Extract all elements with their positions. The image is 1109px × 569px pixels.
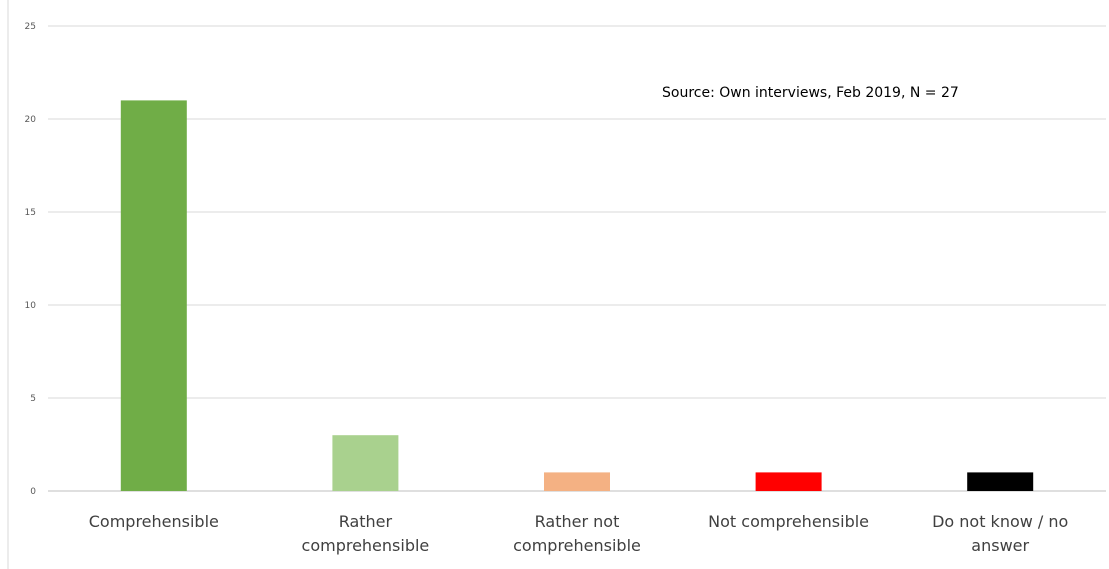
x-tick-label-line: answer	[971, 536, 1029, 555]
y-tick-label: 20	[25, 115, 37, 125]
bar	[967, 472, 1034, 491]
bar	[544, 472, 610, 491]
source-annotation: Source: Own interviews, Feb 2019, N = 27	[662, 85, 959, 101]
x-axis-ticks: Comprehensible Rather comprehensibleRather…	[89, 512, 1069, 555]
y-tick-label: 0	[30, 487, 36, 497]
y-tick-label: 5	[30, 394, 36, 404]
x-tick-label: Rather not comprehensible	[513, 512, 641, 555]
x-tick-label-line: Not comprehensible	[708, 512, 869, 531]
x-tick-label: Do not know / no answer	[932, 512, 1068, 555]
y-tick-label: 25	[25, 22, 36, 32]
x-tick-label: Comprehensible	[89, 512, 219, 531]
bars	[120, 100, 1034, 492]
gridlines	[48, 25, 1106, 492]
bar	[332, 435, 399, 491]
x-tick-label-line: comprehensible	[302, 536, 430, 555]
x-tick-label-line: comprehensible	[513, 536, 641, 555]
x-tick-label: Rather comprehensible	[302, 512, 430, 555]
x-tick-label-line: Comprehensible	[89, 512, 219, 531]
x-tick-label-line: Rather not	[535, 512, 620, 531]
bar	[120, 100, 187, 492]
x-tick-label: Not comprehensible	[708, 512, 869, 531]
x-tick-label-line: Rather	[339, 512, 393, 531]
x-tick-label-line: Do not know / no	[932, 512, 1068, 531]
bar	[755, 472, 822, 491]
y-tick-label: 15	[25, 208, 36, 218]
y-tick-label: 10	[25, 301, 37, 311]
y-axis-ticks: 0 5 10 15 20 25	[25, 22, 37, 497]
